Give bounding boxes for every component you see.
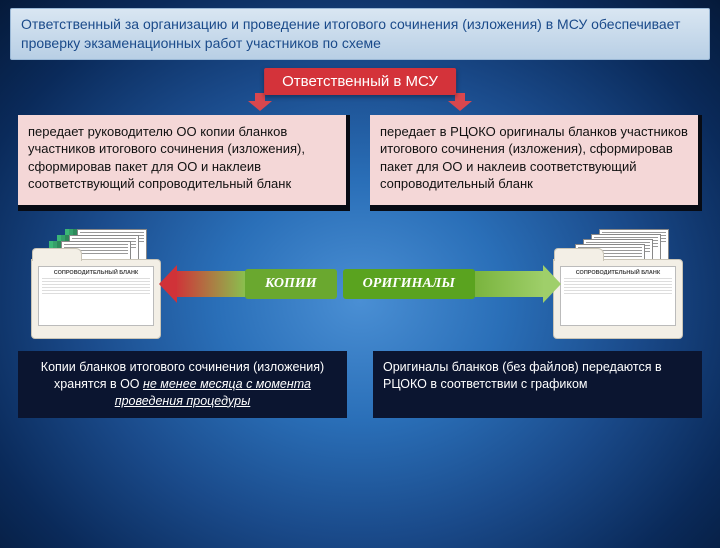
arrow-right-icon — [475, 271, 545, 297]
bottom-left-underline: не менее месяца с момента проведения про… — [115, 377, 311, 408]
arrow-left-icon — [175, 271, 245, 297]
card-left: передает руководителю ОО копии бланков у… — [18, 115, 350, 211]
top-badge: Ответственный в МСУ — [264, 68, 456, 95]
bottom-row: Копии бланков итогового сочинения (излож… — [0, 351, 720, 418]
down-arrow-right-icon — [445, 93, 475, 111]
card-right: передает в РЦОКО оригиналы бланков участ… — [370, 115, 702, 211]
folder-right: СОПРОВОДИТЕЛЬНЫЙ БЛАНК — [553, 259, 683, 339]
folder-left-label: СОПРОВОДИТЕЛЬНЫЙ БЛАНК — [38, 266, 154, 326]
card-right-text: передает в РЦОКО оригиналы бланков участ… — [380, 123, 688, 193]
folder-left-title: СОПРОВОДИТЕЛЬНЫЙ БЛАНК — [42, 270, 150, 276]
bottom-left: Копии бланков итогового сочинения (излож… — [18, 351, 347, 418]
folder-right-label: СОПРОВОДИТЕЛЬНЫЙ БЛАНК — [560, 266, 676, 326]
bottom-right: Оригиналы бланков (без файлов) передаютс… — [373, 351, 702, 418]
pill-originals: ОРИГИНАЛЫ — [343, 269, 475, 299]
card-left-text: передает руководителю ОО копии бланков у… — [28, 123, 336, 193]
pill-copies: КОПИИ — [245, 269, 337, 299]
mid-row: СОПРОВОДИТЕЛЬНЫЙ БЛАНК КОПИИ ОРИГИНАЛЫ С… — [0, 229, 720, 339]
cards-row: передает руководителю ОО копии бланков у… — [0, 115, 720, 211]
down-arrow-left-icon — [245, 93, 275, 111]
header-banner: Ответственный за организацию и проведени… — [10, 8, 710, 60]
folder-left: СОПРОВОДИТЕЛЬНЫЙ БЛАНК — [31, 259, 161, 339]
header-text: Ответственный за организацию и проведени… — [21, 15, 699, 53]
down-arrows — [0, 93, 720, 111]
docs-right: СОПРОВОДИТЕЛЬНЫЙ БЛАНК — [539, 229, 689, 339]
bottom-right-text: Оригиналы бланков (без файлов) передаютс… — [383, 360, 662, 391]
folder-right-title: СОПРОВОДИТЕЛЬНЫЙ БЛАНК — [564, 270, 672, 276]
